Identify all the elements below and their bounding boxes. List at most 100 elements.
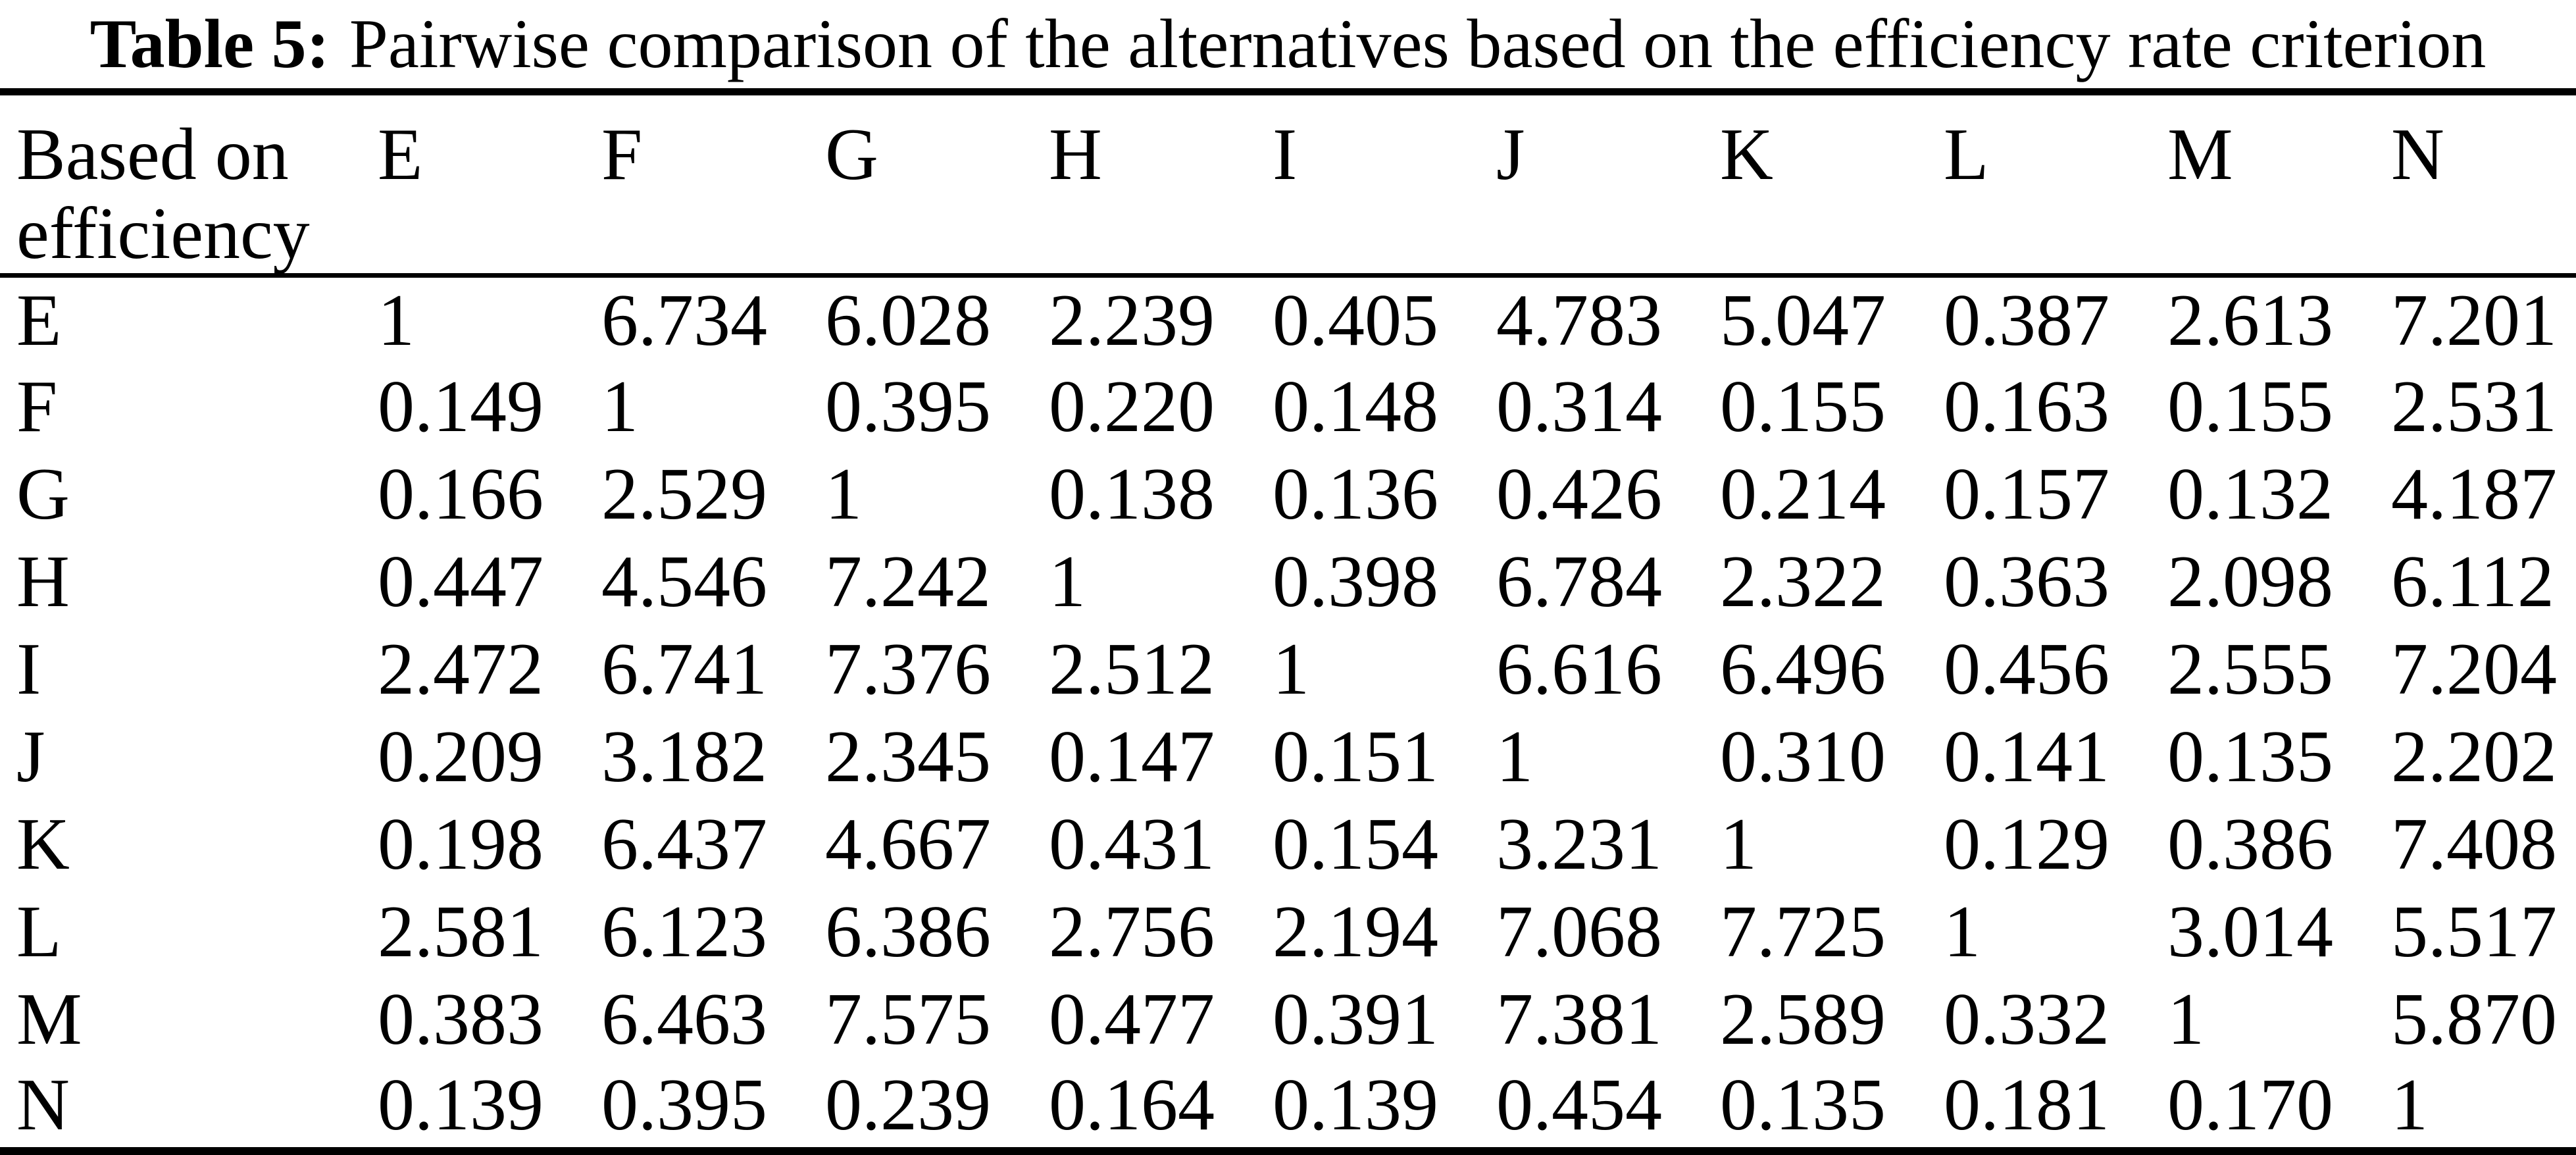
- matrix-cell: 0.139: [1273, 1064, 1438, 1146]
- matrix-cell: 0.155: [1720, 366, 1886, 448]
- table-row: K 0.198 6.437 4.667 0.431 0.154 3.231 1 0.129 0.3…: [0, 801, 2576, 888]
- matrix-cell: 0.135: [1720, 1064, 1886, 1146]
- header-row: Based on efficiency E F G H I J K L M N: [0, 91, 2576, 278]
- matrix-cell: 0.141: [1944, 716, 2109, 798]
- matrix-cell: 0.447: [378, 541, 543, 623]
- matrix-cell: 3.014: [2167, 891, 2333, 973]
- matrix-cell: 1: [825, 453, 862, 535]
- matrix-cell: 1: [1496, 716, 1533, 798]
- table-row: J 0.209 3.182 2.345 0.147 0.151 1 0.310 0.141 0.1…: [0, 713, 2576, 801]
- matrix-cell: 0.129: [1944, 804, 2109, 885]
- column-header: M: [2152, 91, 2375, 278]
- corner-header: Based on efficiency: [0, 91, 362, 278]
- matrix-cell: 6.741: [601, 629, 767, 710]
- matrix-cell: 0.132: [2167, 453, 2333, 535]
- matrix-cell: 2.202: [2391, 716, 2557, 798]
- matrix-cell: 4.667: [825, 804, 991, 885]
- matrix-cell: 5.870: [2391, 979, 2557, 1060]
- matrix-cell: 4.783: [1496, 279, 1662, 361]
- matrix-cell: 0.151: [1273, 716, 1438, 798]
- matrix-cell: 0.386: [2167, 804, 2333, 885]
- matrix-cell: 3.231: [1496, 804, 1662, 885]
- table-caption-text: Pairwise comparison of the alternatives …: [349, 5, 2487, 82]
- table-body: E 1 6.734 6.028 2.239 0.405 4.783 5.047 0.387 2.6…: [0, 276, 2576, 1151]
- matrix-cell: 6.386: [825, 891, 991, 973]
- matrix-cell: 7.068: [1496, 891, 1662, 973]
- matrix-cell: 2.581: [378, 891, 543, 973]
- matrix-cell: 5.517: [2391, 891, 2557, 973]
- matrix-cell: 2.345: [825, 716, 991, 798]
- row-label: E: [16, 279, 62, 361]
- matrix-cell: 1: [378, 279, 415, 361]
- matrix-cell: 5.047: [1720, 279, 1886, 361]
- matrix-cell: 0.398: [1273, 541, 1438, 623]
- matrix-cell: 0.395: [825, 366, 991, 448]
- matrix-cell: 7.575: [825, 979, 991, 1060]
- matrix-cell: 0.239: [825, 1064, 991, 1146]
- matrix-cell: 1: [1944, 891, 1981, 973]
- table-row: L 2.581 6.123 6.386 2.756 2.194 7.068 7.725 1 3.0…: [0, 888, 2576, 976]
- matrix-cell: 2.512: [1049, 629, 1215, 710]
- matrix-cell: 1: [2167, 979, 2204, 1060]
- matrix-cell: 0.163: [1944, 366, 2109, 448]
- matrix-cell: 0.214: [1720, 453, 1886, 535]
- matrix-cell: 1: [601, 366, 638, 448]
- matrix-cell: 2.529: [601, 453, 767, 535]
- row-label: N: [16, 1064, 70, 1146]
- column-header: G: [809, 91, 1033, 278]
- matrix-cell: 0.166: [378, 453, 543, 535]
- matrix-cell: 0.314: [1496, 366, 1662, 448]
- matrix-cell: 7.408: [2391, 804, 2557, 885]
- matrix-cell: 2.472: [378, 629, 543, 710]
- column-header: J: [1480, 91, 1704, 278]
- column-header: F: [586, 91, 809, 278]
- table-caption: Table 5: Pairwise comparison of the alter…: [0, 0, 2576, 88]
- row-label: K: [16, 804, 70, 885]
- matrix-cell: 0.477: [1049, 979, 1215, 1060]
- matrix-cell: 0.220: [1049, 366, 1215, 448]
- matrix-cell: 2.322: [1720, 541, 1886, 623]
- matrix-cell: 3.182: [601, 716, 767, 798]
- row-label: L: [16, 891, 62, 973]
- table-row: H 0.447 4.546 7.242 1 0.398 6.784 2.322 0.363 2.0…: [0, 538, 2576, 626]
- matrix-cell: 0.164: [1049, 1064, 1215, 1146]
- table-row: M 0.383 6.463 7.575 0.477 0.391 7.381 2.589 0.33…: [0, 976, 2576, 1064]
- row-label: I: [16, 629, 41, 710]
- column-header: I: [1257, 91, 1480, 278]
- table-row: F 0.149 1 0.395 0.220 0.148 0.314 0.155 0.163 0.1…: [0, 363, 2576, 451]
- matrix-cell: 0.387: [1944, 279, 2109, 361]
- matrix-cell: 7.242: [825, 541, 991, 623]
- matrix-cell: 6.112: [2391, 541, 2554, 623]
- matrix-cell: 0.170: [2167, 1064, 2333, 1146]
- matrix-cell: 1: [1049, 541, 1086, 623]
- matrix-cell: 0.426: [1496, 453, 1662, 535]
- matrix-cell: 6.734: [601, 279, 767, 361]
- matrix-cell: 0.363: [1944, 541, 2109, 623]
- matrix-cell: 4.546: [601, 541, 767, 623]
- matrix-cell: 6.616: [1496, 629, 1662, 710]
- matrix-cell: 0.147: [1049, 716, 1215, 798]
- matrix-cell: 2.531: [2391, 366, 2557, 448]
- matrix-cell: 6.437: [601, 804, 767, 885]
- row-label: H: [16, 541, 70, 623]
- matrix-cell: 7.725: [1720, 891, 1886, 973]
- matrix-cell: 2.098: [2167, 541, 2333, 623]
- matrix-cell: 0.431: [1049, 804, 1215, 885]
- table-row: I 2.472 6.741 7.376 2.512 1 6.616 6.496 0.456 2.5…: [0, 626, 2576, 713]
- matrix-cell: 0.157: [1944, 453, 2109, 535]
- table-row: G 0.166 2.529 1 0.138 0.136 0.426 0.214 0.157 0.1…: [0, 451, 2576, 538]
- column-header: L: [1928, 91, 2152, 278]
- matrix-cell: 0.149: [378, 366, 543, 448]
- column-header: N: [2375, 91, 2576, 278]
- matrix-cell: 6.123: [601, 891, 767, 973]
- pairwise-comparison-table: Based on efficiency E F G H I J K L M N …: [0, 88, 2576, 1155]
- row-label: M: [16, 979, 82, 1060]
- matrix-cell: 6.496: [1720, 629, 1886, 710]
- matrix-cell: 4.187: [2391, 453, 2557, 535]
- column-header: H: [1033, 91, 1257, 278]
- matrix-cell: 6.463: [601, 979, 767, 1060]
- matrix-cell: 6.784: [1496, 541, 1662, 623]
- row-label: G: [16, 453, 70, 535]
- matrix-cell: 0.405: [1273, 279, 1438, 361]
- matrix-cell: 2.239: [1049, 279, 1215, 361]
